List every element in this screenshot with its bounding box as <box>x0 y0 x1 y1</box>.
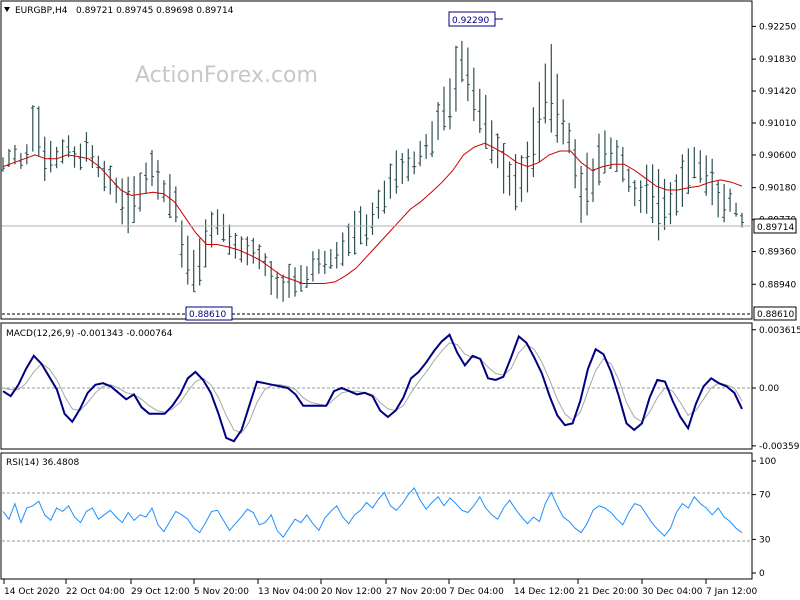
x-axis-label: 5 Nov 20:00 <box>194 587 249 597</box>
x-axis-label: 22 Oct 04:00 <box>66 587 125 597</box>
rsi-axis-label: 30 <box>759 535 771 545</box>
x-axis-label: 14 Dec 12:00 <box>514 587 575 597</box>
moving-average-line <box>2 142 743 284</box>
price-panel-frame <box>0 0 753 320</box>
rsi-axis: 100 70 30 0 <box>752 457 776 579</box>
current-price-box <box>753 218 797 234</box>
x-axis-label: 7 Dec 04:00 <box>449 587 504 597</box>
price-axis-label: 0.92250 <box>759 22 796 32</box>
price-bars <box>1 40 744 302</box>
x-axis-label: 7 Jan 12:00 <box>706 587 758 597</box>
rsi-axis-label: 100 <box>759 457 776 467</box>
x-axis-label: 21 Dec 20:00 <box>578 587 639 597</box>
price-axis-label: 0.90180 <box>759 184 796 194</box>
macd-label: MACD(12,26,9) -0.001343 -0.000764 <box>6 329 173 339</box>
watermark: ActionForex.com <box>135 63 318 88</box>
macd-axis: 0.003615 0.00 -0.003592 <box>752 326 800 452</box>
macd-axis-label: -0.003592 <box>759 442 800 452</box>
price-axis-label: 0.91420 <box>759 87 796 97</box>
macd-line <box>2 333 743 443</box>
low-line-label: 0.88610 <box>757 310 794 320</box>
x-axis-label: 20 Nov 12:00 <box>321 587 382 597</box>
x-axis-label: 27 Nov 20:00 <box>386 587 447 597</box>
price-axis-label: 0.91010 <box>759 119 796 129</box>
high-label: 0.92290 <box>452 16 489 26</box>
low-line-box <box>753 306 797 321</box>
rsi-panel-frame <box>0 452 753 580</box>
price-axis-label: 0.88940 <box>759 280 796 290</box>
price-axis: 0.92250 0.91830 0.91420 0.91010 0.90600 0.901… <box>752 22 796 290</box>
dropdown-triangle-icon[interactable] <box>4 7 10 12</box>
macd-signal-line <box>2 342 743 434</box>
rsi-label: RSI(14) 36.4808 <box>6 458 79 468</box>
x-axis-label: 29 Oct 12:00 <box>131 587 190 597</box>
current-price-label: 0.89714 <box>757 223 794 233</box>
symbol-label: EURGBP,H4 <box>15 6 68 16</box>
macd-axis-label: 0.003615 <box>759 326 800 336</box>
price-axis-label: 0.89360 <box>759 248 796 258</box>
x-axis: 14 Oct 2020 22 Oct 04:00 29 Oct 12:00 5 Nov… <box>3 579 758 597</box>
low-label: 0.88610 <box>189 310 226 320</box>
rsi-axis-label: 0 <box>759 569 765 579</box>
ohlc-label: 0.89721 0.89745 0.89698 0.89714 <box>76 6 234 16</box>
x-axis-label: 13 Nov 04:00 <box>258 587 319 597</box>
price-axis-label: 0.91830 <box>759 55 796 65</box>
rsi-axis-label: 70 <box>759 491 771 501</box>
price-axis-label: 0.90600 <box>759 151 796 161</box>
x-axis-label: 30 Dec 04:00 <box>642 587 703 597</box>
low-label-box <box>185 306 233 321</box>
rsi-line <box>2 487 743 539</box>
x-axis-label: 14 Oct 2020 <box>4 587 60 597</box>
macd-axis-label: 0.00 <box>759 384 779 394</box>
macd-panel-frame <box>0 322 753 450</box>
